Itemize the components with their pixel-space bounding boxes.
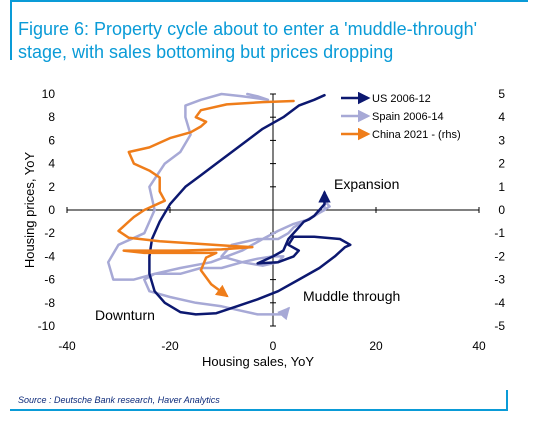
axes-layer: -40 -20 0 20 40-10-8-6-4-20246810-5-4-3-2-10… bbox=[38, 87, 506, 353]
chart-svg: -40 -20 0 20 40-10-8-6-4-20246810-5-4-3-2-10… bbox=[22, 87, 506, 369]
figure-title: Figure 6: Property cycle about to enter … bbox=[18, 19, 478, 62]
x-tick-label: -40 bbox=[58, 339, 76, 353]
y-tick-label: -6 bbox=[44, 273, 55, 287]
labels-layer: Housing sales, YoY Housing prices, YoY E… bbox=[22, 91, 461, 369]
y-tick-label: 6 bbox=[48, 133, 55, 147]
y-tick-label: 2 bbox=[48, 180, 55, 194]
y-right-tick-label: -1 bbox=[494, 226, 505, 240]
frame-left-rule bbox=[10, 0, 12, 60]
frame-bottom-rule bbox=[10, 409, 508, 411]
y-right-tick-label: 5 bbox=[498, 87, 505, 101]
y-tick-label: -8 bbox=[44, 296, 55, 310]
x-tick-label: 0 bbox=[270, 339, 277, 353]
legend-us-label: US 2006-12 bbox=[372, 93, 431, 105]
frame-top-rule bbox=[10, 0, 528, 2]
y-tick-label: 10 bbox=[42, 87, 56, 101]
legend-spain-label: Spain 2006-14 bbox=[372, 111, 444, 123]
y-tick-label: -2 bbox=[44, 226, 55, 240]
annotation-downturn: Downturn bbox=[95, 307, 155, 323]
source-note: Source : Deutsche Bank research, Haver A… bbox=[18, 395, 220, 405]
y-tick-label: -10 bbox=[38, 319, 56, 333]
x-tick-label: -20 bbox=[161, 339, 179, 353]
y-tick-label: 0 bbox=[48, 203, 55, 217]
y-tick-label: 4 bbox=[48, 157, 55, 171]
y-right-tick-label: 3 bbox=[498, 133, 505, 147]
legend-china-label: China 2021 - (rhs) bbox=[372, 129, 461, 141]
y-right-tick-label: 2 bbox=[498, 157, 505, 171]
x-tick-label: 40 bbox=[472, 339, 486, 353]
y-right-tick-label: 0 bbox=[498, 203, 505, 217]
series-layer bbox=[106, 92, 352, 321]
annotation-muddle-through: Muddle through bbox=[303, 288, 400, 304]
frame-right-rule bbox=[506, 390, 508, 411]
x-axis-label: Housing sales, YoY bbox=[202, 354, 314, 369]
y-right-tick-label: -2 bbox=[494, 249, 505, 263]
y-tick-label: 8 bbox=[48, 110, 55, 124]
y-tick-label: -4 bbox=[44, 249, 55, 263]
x-tick-label: 20 bbox=[369, 339, 383, 353]
series-china-line bbox=[117, 99, 295, 298]
series-us-line bbox=[148, 93, 352, 316]
y-right-tick-label: -5 bbox=[494, 319, 505, 333]
y-right-tick-label: 4 bbox=[498, 110, 505, 124]
y-right-tick-label: 1 bbox=[498, 180, 505, 194]
y-axis-label: Housing prices, YoY bbox=[22, 151, 37, 268]
legend: US 2006-12 Spain 2006-14 China 2021 - (r… bbox=[341, 91, 461, 141]
y-right-tick-label: -3 bbox=[494, 273, 505, 287]
annotation-expansion: Expansion bbox=[334, 176, 399, 192]
y-right-tick-label: -4 bbox=[494, 296, 505, 310]
